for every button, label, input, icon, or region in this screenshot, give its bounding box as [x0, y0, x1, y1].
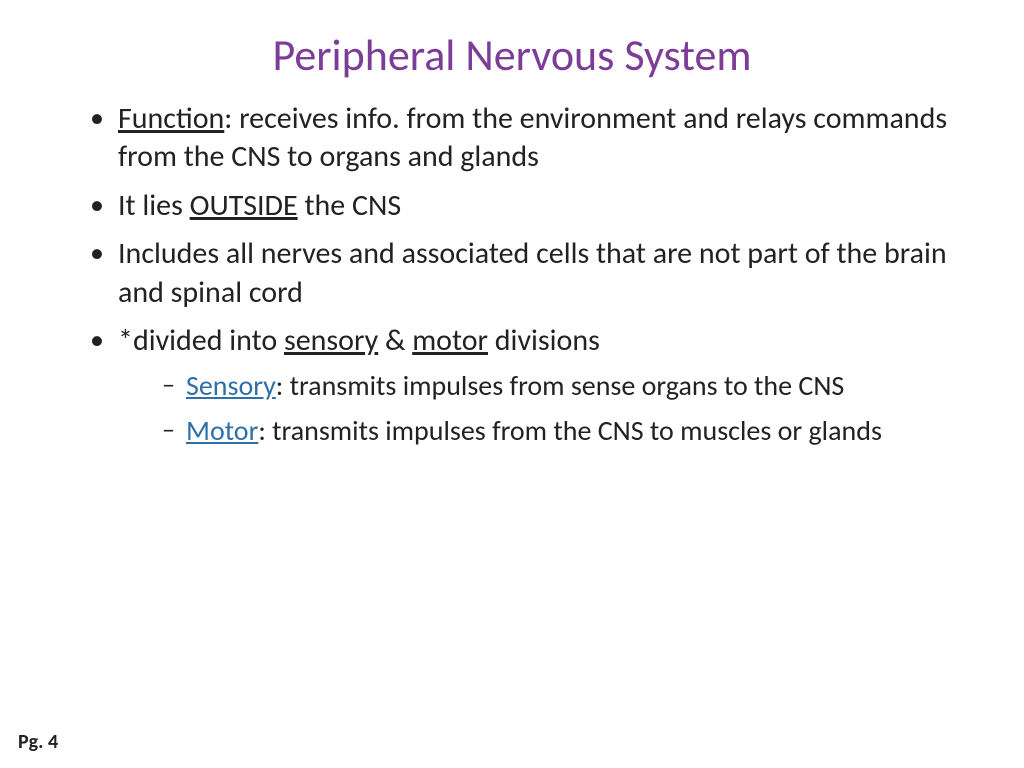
bullet-includes: Includes all nerves and associated cells…: [90, 235, 984, 312]
sub-bullet-sensory: Sensory: transmits impulses from sense o…: [162, 368, 984, 404]
bullet-divided-pre: *divided into: [118, 322, 284, 359]
bullet-divided-u1: sensory: [284, 322, 378, 359]
sub-motor-text: : transmits impulses from the CNS to mus…: [258, 413, 882, 448]
bullet-outside-post: the CNS: [298, 187, 401, 224]
sub-sensory-label: Sensory: [186, 368, 276, 403]
bullet-outside-pre: It lies: [118, 187, 190, 224]
bullet-divided-u2: motor: [412, 322, 488, 359]
bullet-divided-mid: &: [378, 322, 412, 359]
slide: Peripheral Nervous System Function: rece…: [0, 0, 1024, 768]
sub-sensory-text: : transmits impulses from sense organs t…: [276, 368, 844, 403]
sub-motor-label: Motor: [186, 413, 258, 448]
sub-bullet-list: Sensory: transmits impulses from sense o…: [118, 368, 984, 449]
page-number: Pg. 4: [18, 730, 58, 754]
sub-bullet-motor: Motor: transmits impulses from the CNS t…: [162, 413, 984, 449]
slide-title: Peripheral Nervous System: [40, 28, 984, 82]
bullet-outside: It lies OUTSIDE the CNS: [90, 187, 984, 225]
bullet-list: Function: receives info. from the enviro…: [40, 100, 984, 449]
bullet-function-label: Function: [118, 100, 224, 137]
bullet-function-text: : receives info. from the environment an…: [118, 100, 947, 175]
bullet-function: Function: receives info. from the enviro…: [90, 100, 984, 177]
bullet-divided: *divided into sensory & motor divisions …: [90, 322, 984, 449]
bullet-divided-post: divisions: [488, 322, 600, 359]
bullet-outside-u: OUTSIDE: [190, 187, 298, 224]
